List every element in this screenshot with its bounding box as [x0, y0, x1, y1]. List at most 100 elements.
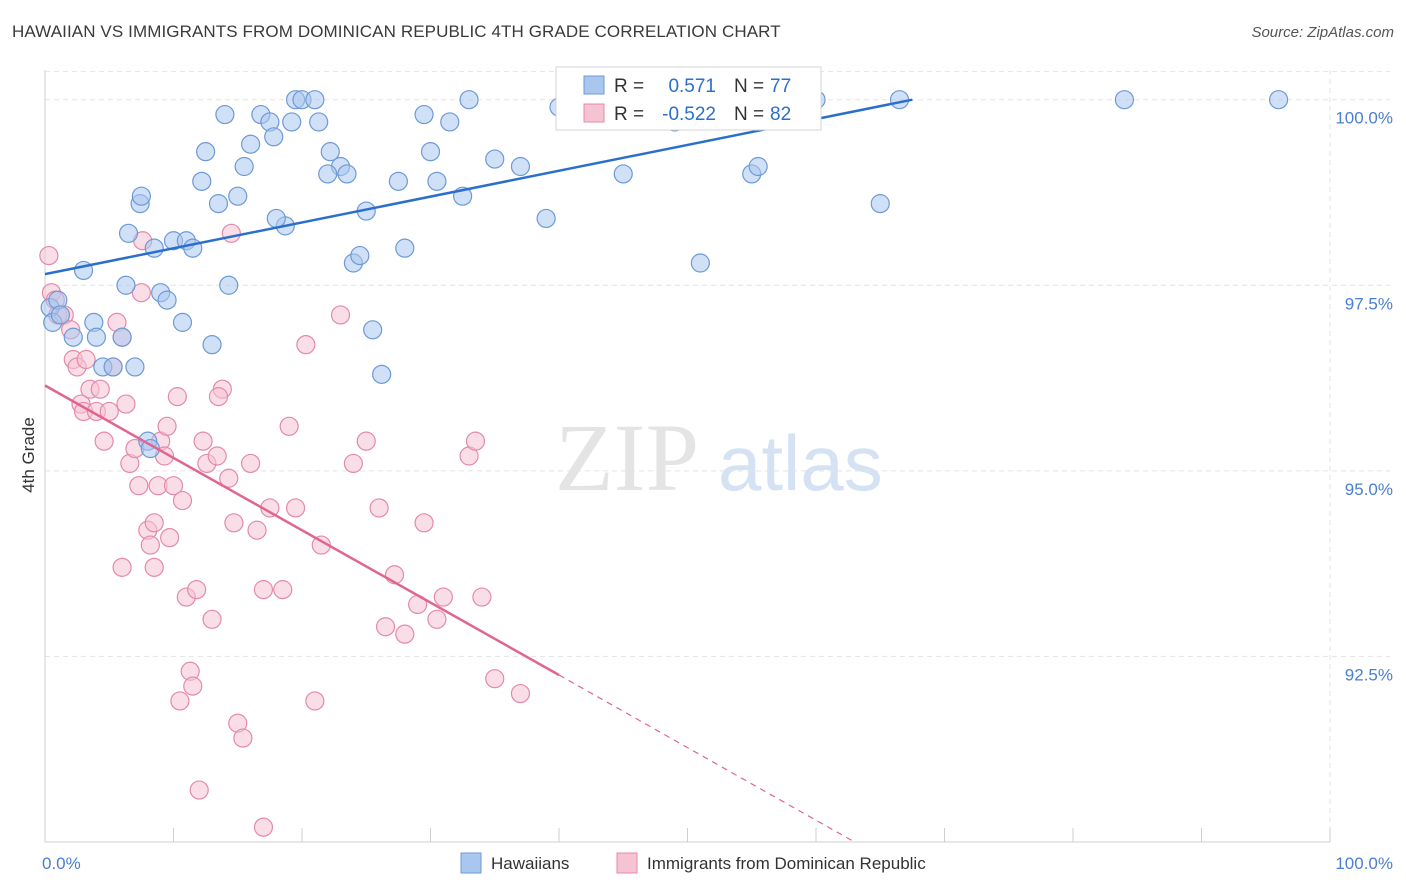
stats-r-label: R = [614, 76, 644, 97]
data-point [465, 431, 486, 451]
data-point [253, 580, 274, 600]
data-point [337, 164, 357, 184]
data-point [170, 691, 190, 711]
chart-title: HAWAIIAN VS IMMIGRANTS FROM DOMINICAN RE… [12, 22, 781, 41]
data-point [233, 728, 253, 748]
data-point [131, 283, 151, 303]
watermark-zip: ZIP [555, 404, 699, 511]
stats-r-label: R = [614, 104, 644, 125]
data-point [167, 387, 187, 407]
data-point [129, 476, 149, 496]
watermark-atlas: atlas [718, 419, 883, 507]
data-point [459, 90, 479, 110]
data-point [870, 194, 890, 214]
data-point [510, 683, 531, 704]
data-point [86, 327, 107, 347]
data-point [420, 142, 441, 162]
data-point [50, 305, 71, 325]
data-point [157, 416, 177, 436]
data-point [485, 149, 505, 169]
data-point [356, 431, 376, 451]
data-point [510, 156, 531, 177]
data-point [388, 171, 408, 191]
y-tick-label: 92.5% [1345, 665, 1393, 684]
y-tick-label: 95.0% [1345, 480, 1393, 499]
data-point [144, 513, 164, 533]
data-point [183, 676, 203, 696]
data-point [140, 535, 160, 555]
data-point [160, 528, 180, 548]
data-point [427, 609, 447, 629]
data-point [228, 186, 248, 206]
data-point [395, 238, 415, 258]
stats-n-value: 82 [770, 104, 791, 125]
trend-line-dominican [44, 384, 560, 677]
data-point [112, 557, 132, 577]
y-tick-labels: 100.0% 97.5% 95.0% 92.5% [1335, 109, 1393, 685]
data-point [157, 290, 177, 310]
stats-r-value: -0.522 [662, 104, 716, 125]
legend-swatch-hawaiians [460, 852, 482, 874]
data-point [285, 498, 306, 518]
data-point [427, 171, 447, 191]
data-point [219, 275, 239, 295]
data-point [125, 357, 145, 377]
data-point [433, 587, 453, 607]
data-point [485, 669, 505, 689]
data-point [241, 134, 261, 154]
data-point [112, 327, 132, 347]
series-hawaiians-points [40, 90, 1289, 459]
data-point [305, 691, 325, 711]
data-point [207, 446, 227, 466]
data-point [372, 364, 392, 384]
data-point [202, 609, 222, 629]
stats-box: R = 0.571 N = 77 R = -0.522 N = 82 [555, 66, 822, 131]
data-point [208, 194, 229, 214]
stats-n-label: N = [734, 104, 764, 125]
data-point [363, 320, 383, 340]
y-axis-label: 4th Grade [19, 417, 38, 493]
data-point [241, 453, 261, 474]
data-point [103, 357, 123, 377]
trend-line-dominican-extension [558, 674, 855, 843]
data-point [343, 453, 363, 474]
data-point [282, 112, 302, 132]
data-point [116, 275, 136, 295]
stats-swatch-blue [583, 75, 605, 95]
data-point [221, 223, 241, 243]
data-point [163, 476, 184, 496]
data-point [193, 431, 213, 451]
data-point [187, 580, 207, 600]
data-point [215, 104, 235, 125]
x-tick-label: 100.0% [1335, 854, 1393, 873]
data-point [613, 164, 633, 184]
data-point [234, 156, 254, 177]
legend-label-dominican: Immigrants from Dominican Republic [647, 854, 926, 873]
data-point [247, 520, 267, 540]
data-point [305, 90, 325, 110]
data-point [94, 431, 114, 451]
data-point [350, 245, 370, 266]
data-point [690, 253, 710, 273]
data-point [183, 238, 203, 258]
data-point [196, 142, 216, 162]
data-point [414, 513, 434, 533]
data-point [118, 223, 139, 243]
data-point [440, 112, 460, 132]
legend-swatch-dominican [616, 852, 638, 874]
data-point [1268, 90, 1289, 110]
data-point [172, 312, 193, 332]
y-tick-label: 100.0% [1335, 109, 1393, 128]
data-point [279, 416, 299, 436]
data-point [39, 245, 59, 266]
data-point [266, 208, 286, 229]
x-tick-label: 0.0% [42, 854, 81, 873]
stats-swatch-pink [583, 103, 605, 123]
data-point [536, 208, 556, 229]
stats-n-label: N = [734, 76, 764, 97]
data-point [116, 394, 136, 414]
stats-r-value: 0.571 [668, 76, 716, 97]
axes [44, 70, 1331, 843]
data-point [320, 142, 340, 162]
